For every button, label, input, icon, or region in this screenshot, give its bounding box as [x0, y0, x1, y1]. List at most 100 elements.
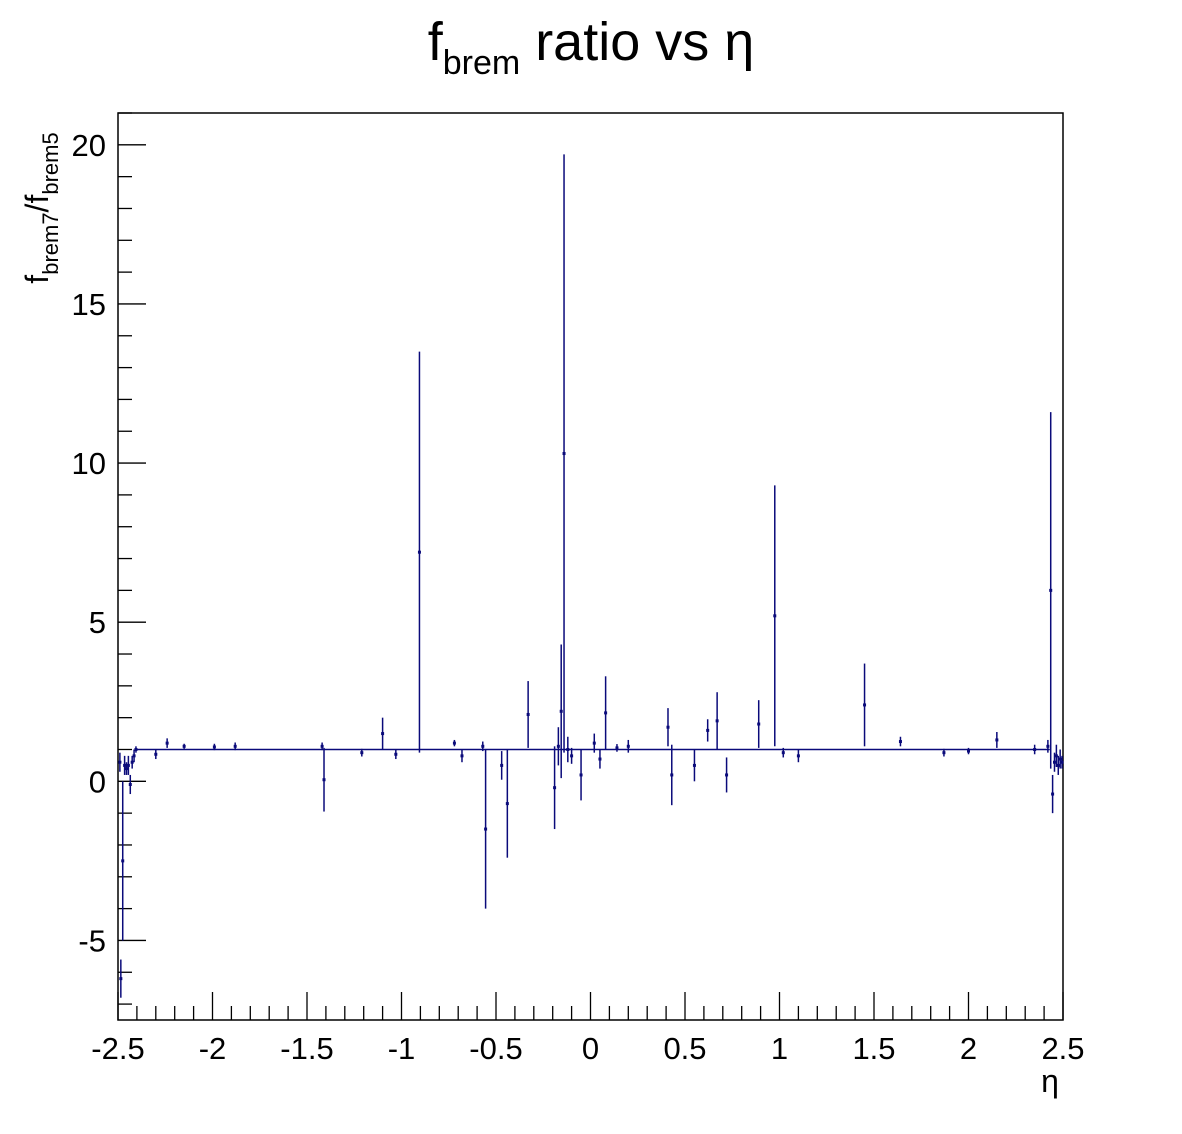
data-point: [118, 752, 122, 772]
data-point: [320, 742, 324, 751]
data-point: [942, 748, 946, 757]
x-tick-label: 1: [771, 1031, 788, 1066]
point-marker: [134, 747, 138, 751]
point-marker: [417, 550, 421, 554]
y-label-sub1: brem7: [38, 212, 63, 274]
data-point: [579, 749, 583, 801]
point-marker: [570, 754, 574, 758]
point-marker: [1046, 744, 1050, 748]
y-tick-label: 5: [89, 605, 106, 640]
point-marker: [125, 767, 129, 771]
point-marker: [1054, 754, 1058, 758]
point-marker: [666, 725, 670, 729]
y-label-f1: f: [19, 275, 55, 284]
point-marker: [526, 712, 530, 716]
data-point: [1054, 744, 1058, 767]
x-tick-label: 0: [582, 1031, 599, 1066]
data-point: [604, 676, 608, 750]
point-marker: [942, 751, 946, 755]
data-point: [566, 736, 570, 763]
point-marker: [598, 757, 602, 761]
data-point: [562, 154, 566, 753]
data-point: [360, 748, 364, 757]
y-tick-label: -5: [78, 923, 106, 958]
point-marker: [1049, 588, 1053, 592]
x-tick-label: 1.5: [852, 1031, 895, 1066]
data-point: [130, 755, 134, 769]
point-marker: [381, 732, 385, 736]
data-point: [500, 751, 504, 780]
y-label-f2: /f: [19, 195, 55, 213]
point-marker: [863, 703, 867, 707]
point-marker: [1056, 763, 1060, 767]
point-marker: [692, 763, 696, 767]
data-point: [526, 681, 530, 748]
x-axis-label: η: [1041, 1063, 1059, 1099]
point-marker: [1033, 747, 1037, 751]
point-marker: [1052, 760, 1056, 764]
x-tick-label: 2.5: [1041, 1031, 1084, 1066]
point-marker: [118, 760, 122, 764]
point-marker: [626, 744, 630, 748]
x-tick-label: 2: [960, 1031, 977, 1066]
point-marker: [579, 773, 583, 777]
data-point: [123, 755, 127, 775]
x-tick-label: -2.5: [91, 1031, 144, 1066]
data-point: [165, 738, 169, 748]
plot-area: [118, 154, 1064, 998]
data-point: [121, 781, 125, 941]
chart-title: fbrem ratio vs η: [428, 12, 755, 82]
y-axis-label: fbrem7/fbrem5: [19, 132, 63, 283]
data-point: [796, 749, 800, 763]
data-point: [553, 746, 557, 830]
point-marker: [725, 773, 729, 777]
data-point: [132, 749, 136, 763]
data-point: [863, 663, 867, 747]
point-marker: [484, 827, 488, 831]
data-point: [1058, 749, 1062, 769]
data-point: [505, 749, 509, 858]
point-marker: [182, 744, 186, 748]
plot-frame: [117, 112, 1064, 1021]
point-marker: [154, 752, 158, 756]
point-marker: [670, 773, 674, 777]
data-point: [233, 742, 237, 751]
point-marker: [320, 744, 324, 748]
data-point: [182, 743, 186, 749]
point-marker: [995, 738, 999, 742]
data-points: [118, 154, 1064, 998]
y-tick-label: 15: [72, 287, 106, 322]
data-point: [154, 749, 158, 760]
chart-title-rest: ratio vs η: [520, 12, 754, 72]
data-point: [128, 774, 132, 795]
point-marker: [233, 744, 237, 748]
point-marker: [604, 711, 608, 715]
point-marker: [898, 740, 902, 744]
point-marker: [394, 752, 398, 756]
data-point: [692, 749, 696, 782]
point-marker: [123, 763, 127, 767]
data-point: [757, 700, 761, 748]
point-marker: [165, 741, 169, 745]
point-marker: [562, 452, 566, 456]
point-marker: [592, 741, 596, 745]
point-marker: [128, 782, 132, 786]
data-point: [725, 757, 729, 793]
data-point: [452, 739, 456, 747]
data-point: [1033, 744, 1037, 755]
point-marker: [773, 614, 777, 618]
point-marker: [212, 745, 216, 749]
x-axis-ticks: [117, 992, 1064, 1020]
point-marker: [566, 747, 570, 751]
data-point: [119, 959, 123, 998]
data-point: [781, 747, 785, 758]
data-point: [394, 749, 398, 760]
point-marker: [500, 763, 504, 767]
y-label-sub2: brem5: [38, 132, 63, 194]
data-point: [967, 747, 970, 755]
chart-title-f: f: [428, 12, 444, 72]
data-point: [1051, 774, 1055, 814]
x-tick-label: -2: [199, 1031, 227, 1066]
data-point: [1046, 739, 1050, 753]
data-point: [666, 708, 670, 747]
